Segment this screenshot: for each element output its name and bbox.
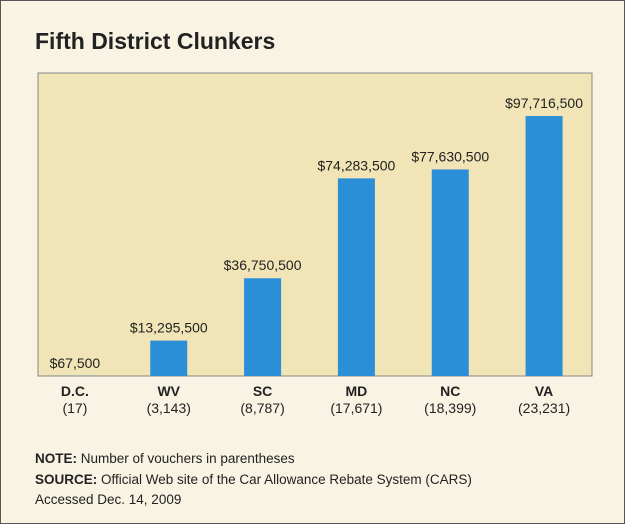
x-tick-label: NC <box>440 383 460 399</box>
chart-title: Fifth District Clunkers <box>35 28 275 54</box>
x-tick-sublabel: (23,231) <box>518 400 570 416</box>
source-text: Official Web site of the Car Allowance R… <box>101 472 472 487</box>
bar <box>244 278 282 376</box>
x-tick-label: MD <box>346 383 368 399</box>
x-tick-label: SC <box>253 383 272 399</box>
bar <box>431 169 469 376</box>
bar <box>337 178 375 376</box>
value-label: $97,716,500 <box>505 95 583 111</box>
source-label: SOURCE: <box>35 472 98 487</box>
x-tick-sublabel: (8,787) <box>240 400 284 416</box>
value-label: $74,283,500 <box>317 157 395 173</box>
chart: Fifth District Clunkers $67,500 D.C.(17) $… <box>35 28 593 416</box>
note: NOTE: Number of vouchers in parentheses <box>35 451 295 466</box>
x-tick-sublabel: (17,671) <box>330 400 382 416</box>
value-label: $13,295,500 <box>130 320 208 336</box>
value-label: $77,630,500 <box>411 148 489 164</box>
bar <box>525 116 563 376</box>
value-label: $67,500 <box>50 355 101 371</box>
bar <box>150 340 188 376</box>
value-label: $36,750,500 <box>224 257 302 273</box>
x-tick-sublabel: (17) <box>62 400 87 416</box>
plot-area <box>37 72 593 377</box>
note-text: Number of vouchers in parentheses <box>80 451 295 466</box>
x-tick-sublabel: (3,143) <box>147 400 191 416</box>
note-label: NOTE: <box>35 451 77 466</box>
accessed: Accessed Dec. 14, 2009 <box>35 492 182 507</box>
x-tick-sublabel: (18,399) <box>424 400 476 416</box>
x-tick-label: D.C. <box>61 383 89 399</box>
x-tick-label: WV <box>157 383 180 399</box>
x-tick-label: VA <box>535 383 553 399</box>
source: SOURCE: Official Web site of the Car All… <box>35 472 472 487</box>
